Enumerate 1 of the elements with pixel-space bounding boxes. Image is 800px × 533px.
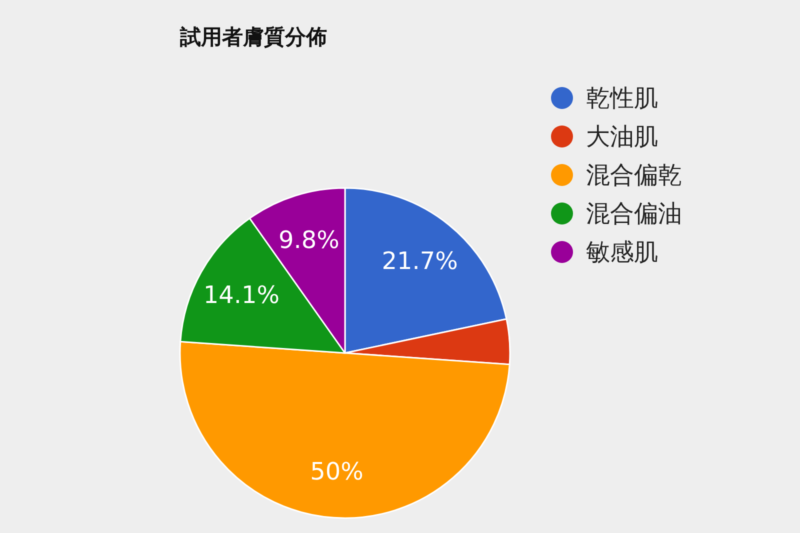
- title: 試用者膚質分佈: [180, 25, 327, 49]
